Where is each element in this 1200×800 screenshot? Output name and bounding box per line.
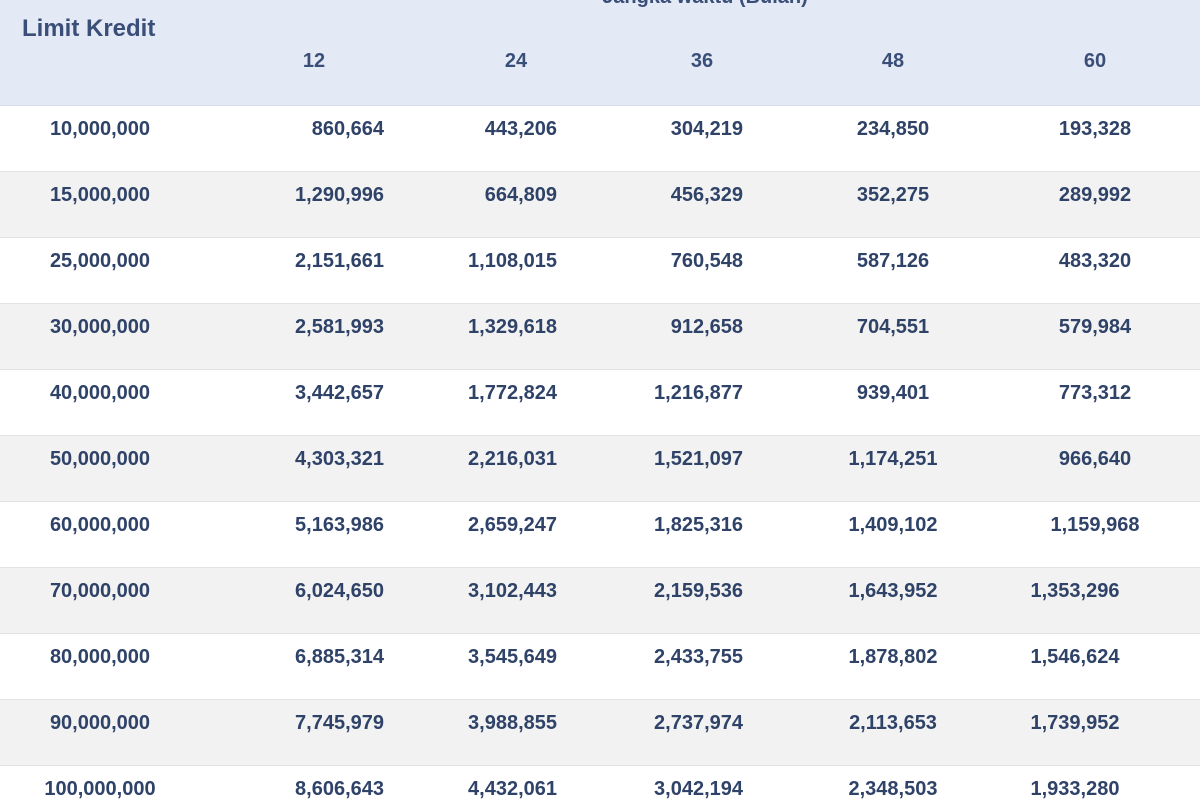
limit-cell: 100,000,000 bbox=[44, 778, 156, 800]
value-cell-60: 483,320 bbox=[1058, 250, 1132, 272]
value-cell-60: 1,546,624 bbox=[1030, 646, 1120, 668]
table-row: 80,000,000 6,885,314 3,545,649 2,433,755… bbox=[0, 634, 1200, 700]
value-cell-12: 2,581,993 bbox=[295, 316, 384, 338]
value-cell-24: 2,659,247 bbox=[468, 514, 557, 536]
value-cell-36: 912,658 bbox=[670, 316, 743, 338]
table-row: 60,000,000 5,163,986 2,659,247 1,825,316… bbox=[0, 502, 1200, 568]
value-cell-36: 2,737,974 bbox=[654, 712, 743, 734]
limit-cell: 50,000,000 bbox=[49, 448, 151, 470]
value-cell-48: 2,348,503 bbox=[848, 778, 938, 800]
value-cell-60: 966,640 bbox=[1058, 448, 1132, 470]
value-cell-48: 352,275 bbox=[856, 184, 930, 206]
value-cell-48: 1,643,952 bbox=[848, 580, 938, 602]
value-cell-48: 1,409,102 bbox=[848, 514, 938, 536]
limit-cell: 10,000,000 bbox=[49, 118, 151, 140]
table-row: 30,000,000 2,581,993 1,329,618 912,658 7… bbox=[0, 304, 1200, 370]
value-cell-48: 704,551 bbox=[856, 316, 930, 338]
value-cell-60: 579,984 bbox=[1058, 316, 1132, 338]
value-cell-12: 5,163,986 bbox=[295, 514, 384, 536]
table-row: 90,000,000 7,745,979 3,988,855 2,737,974… bbox=[0, 700, 1200, 766]
value-cell-48: 2,113,653 bbox=[849, 712, 937, 734]
value-cell-48: 1,878,802 bbox=[848, 646, 938, 668]
table-row: 10,000,000 860,664 443,206 304,219 234,8… bbox=[0, 106, 1200, 172]
value-cell-60: 1,933,280 bbox=[1030, 778, 1120, 800]
value-cell-36: 2,159,536 bbox=[654, 580, 743, 602]
value-cell-24: 1,108,015 bbox=[468, 250, 557, 272]
table-header: Jangka waktu (Bulan) Limit Kredit 12 24 … bbox=[0, 0, 1200, 106]
table-row: 70,000,000 6,024,650 3,102,443 2,159,536… bbox=[0, 568, 1200, 634]
value-cell-36: 456,329 bbox=[670, 184, 743, 206]
value-cell-12: 3,442,657 bbox=[295, 382, 384, 404]
value-cell-24: 1,772,824 bbox=[468, 382, 557, 404]
value-cell-24: 4,432,061 bbox=[468, 778, 557, 800]
value-cell-24: 3,988,855 bbox=[468, 712, 557, 734]
value-cell-24: 3,545,649 bbox=[468, 646, 557, 668]
value-cell-24: 443,206 bbox=[484, 118, 557, 140]
column-header-36: 36 bbox=[690, 50, 714, 72]
value-cell-60: 193,328 bbox=[1058, 118, 1132, 140]
value-cell-12: 6,885,314 bbox=[295, 646, 384, 668]
value-cell-60: 1,739,952 bbox=[1030, 712, 1120, 734]
limit-cell: 25,000,000 bbox=[49, 250, 151, 272]
value-cell-12: 1,290,996 bbox=[295, 184, 384, 206]
value-cell-12: 7,745,979 bbox=[295, 712, 384, 734]
value-cell-12: 6,024,650 bbox=[295, 580, 384, 602]
table-row: 25,000,000 2,151,661 1,108,015 760,548 5… bbox=[0, 238, 1200, 304]
table-row: 100,000,000 8,606,643 4,432,061 3,042,19… bbox=[0, 766, 1200, 800]
value-cell-36: 1,521,097 bbox=[654, 448, 743, 470]
value-cell-24: 2,216,031 bbox=[468, 448, 557, 470]
value-cell-36: 1,216,877 bbox=[654, 382, 743, 404]
value-cell-48: 234,850 bbox=[856, 118, 930, 140]
limit-kredit-heading: Limit Kredit bbox=[22, 15, 156, 42]
table-row: 50,000,000 4,303,321 2,216,031 1,521,097… bbox=[0, 436, 1200, 502]
value-cell-36: 3,042,194 bbox=[654, 778, 743, 800]
value-cell-12: 4,303,321 bbox=[295, 448, 384, 470]
column-header-12: 12 bbox=[302, 50, 326, 72]
limit-cell: 60,000,000 bbox=[49, 514, 151, 536]
table-row: 15,000,000 1,290,996 664,809 456,329 352… bbox=[0, 172, 1200, 238]
table-body: 10,000,000 860,664 443,206 304,219 234,8… bbox=[0, 106, 1200, 800]
value-cell-24: 3,102,443 bbox=[468, 580, 557, 602]
value-cell-48: 587,126 bbox=[856, 250, 930, 272]
value-cell-36: 304,219 bbox=[670, 118, 743, 140]
value-cell-48: 1,174,251 bbox=[848, 448, 938, 470]
column-header-48: 48 bbox=[881, 50, 905, 72]
limit-cell: 15,000,000 bbox=[49, 184, 151, 206]
value-cell-60: 1,159,968 bbox=[1050, 514, 1140, 536]
limit-cell: 80,000,000 bbox=[49, 646, 151, 668]
value-cell-12: 860,664 bbox=[311, 118, 384, 140]
value-cell-24: 664,809 bbox=[484, 184, 557, 206]
value-cell-48: 939,401 bbox=[856, 382, 930, 404]
value-cell-60: 289,992 bbox=[1058, 184, 1132, 206]
limit-cell: 40,000,000 bbox=[49, 382, 151, 404]
column-header-60: 60 bbox=[1083, 50, 1107, 72]
value-cell-12: 2,151,661 bbox=[295, 250, 384, 272]
value-cell-60: 773,312 bbox=[1058, 382, 1132, 404]
value-cell-36: 760,548 bbox=[670, 250, 743, 272]
limit-cell: 70,000,000 bbox=[49, 580, 151, 602]
value-cell-60: 1,353,296 bbox=[1030, 580, 1120, 602]
limit-cell: 30,000,000 bbox=[49, 316, 151, 338]
value-cell-36: 1,825,316 bbox=[654, 514, 743, 536]
column-header-24: 24 bbox=[504, 50, 528, 72]
table-row: 40,000,000 3,442,657 1,772,824 1,216,877… bbox=[0, 370, 1200, 436]
value-cell-36: 2,433,755 bbox=[654, 646, 743, 668]
limit-cell: 90,000,000 bbox=[49, 712, 151, 734]
value-cell-24: 1,329,618 bbox=[468, 316, 557, 338]
term-group-label: Jangka waktu (Bulan) bbox=[0, 0, 1200, 9]
value-cell-12: 8,606,643 bbox=[295, 778, 384, 800]
